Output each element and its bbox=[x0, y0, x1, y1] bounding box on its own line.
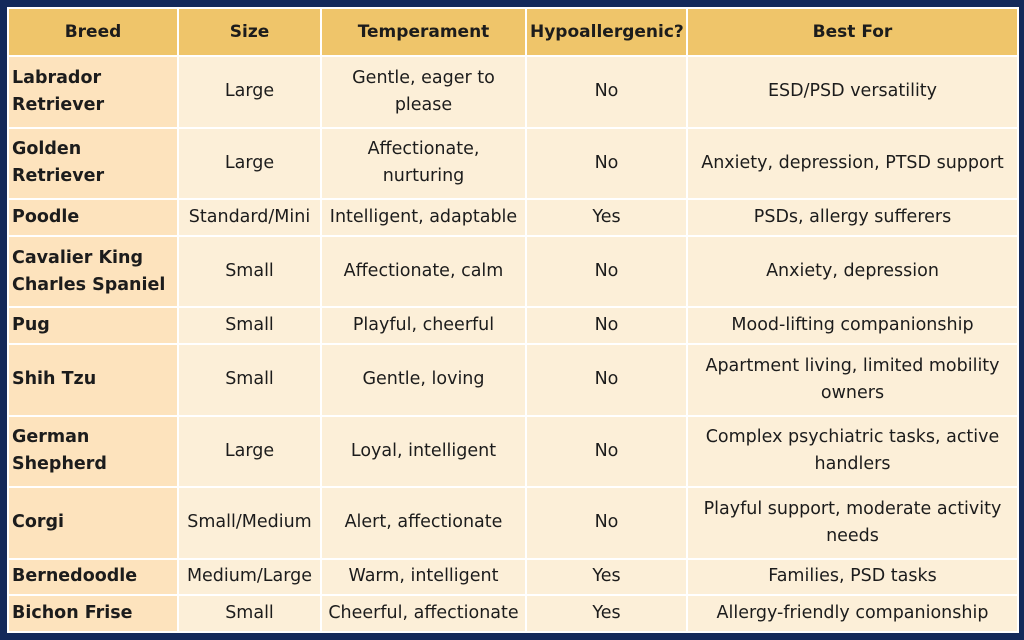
header-row: Breed Size Temperament Hypoallergenic? B… bbox=[9, 9, 1017, 55]
cell-hypoallergenic: Yes bbox=[527, 200, 686, 235]
table-frame: Breed Size Temperament Hypoallergenic? B… bbox=[7, 7, 1019, 633]
cell-temperament: Affectionate, nurturing bbox=[322, 128, 525, 198]
cell-temperament: Warm, intelligent bbox=[322, 559, 525, 595]
cell-hypoallergenic: Yes bbox=[527, 596, 686, 631]
cell-best-for: Anxiety, depression, PTSD support bbox=[688, 128, 1017, 198]
cell-temperament: Gentle, loving bbox=[322, 345, 525, 415]
cell-hypoallergenic: No bbox=[527, 488, 686, 558]
header-size: Size bbox=[179, 9, 320, 55]
cell-breed: Golden Retriever bbox=[9, 128, 177, 198]
cell-breed: Bichon Frise bbox=[9, 596, 177, 631]
cell-best-for: PSDs, allergy sufferers bbox=[688, 200, 1017, 235]
cell-size: Large bbox=[179, 128, 320, 198]
cell-size: Standard/Mini bbox=[179, 200, 320, 235]
table-row: Labrador Retriever Large Gentle, eager t… bbox=[9, 57, 1017, 127]
cell-temperament: Cheerful, affectionate bbox=[322, 596, 525, 631]
table-row: Pug Small Playful, cheerful No Mood-lift… bbox=[9, 308, 1017, 343]
cell-size: Small bbox=[179, 236, 320, 307]
cell-breed: Shih Tzu bbox=[9, 345, 177, 415]
cell-temperament: Alert, affectionate bbox=[322, 488, 525, 558]
cell-temperament: Gentle, eager to please bbox=[322, 57, 525, 127]
cell-best-for: Mood-lifting companionship bbox=[688, 308, 1017, 343]
cell-breed: Corgi bbox=[9, 488, 177, 558]
cell-best-for: Complex psychiatric tasks, active handle… bbox=[688, 416, 1017, 486]
cell-hypoallergenic: No bbox=[527, 416, 686, 486]
cell-size: Large bbox=[179, 57, 320, 127]
cell-hypoallergenic: No bbox=[527, 236, 686, 307]
header-breed: Breed bbox=[9, 9, 177, 55]
table-row: Cavalier King Charles Spaniel Small Affe… bbox=[9, 236, 1017, 307]
dog-breed-table: Breed Size Temperament Hypoallergenic? B… bbox=[7, 7, 1019, 633]
cell-best-for: Families, PSD tasks bbox=[688, 559, 1017, 595]
cell-hypoallergenic: No bbox=[527, 128, 686, 198]
cell-size: Small bbox=[179, 596, 320, 631]
cell-breed: Labrador Retriever bbox=[9, 57, 177, 127]
cell-best-for: Playful support, moderate activity needs bbox=[688, 488, 1017, 558]
cell-breed: Bernedoodle bbox=[9, 559, 177, 595]
cell-breed: Cavalier King Charles Spaniel bbox=[9, 236, 177, 307]
cell-hypoallergenic: Yes bbox=[527, 559, 686, 595]
table-row: Bichon Frise Small Cheerful, affectionat… bbox=[9, 596, 1017, 631]
cell-best-for: Apartment living, limited mobility owner… bbox=[688, 345, 1017, 415]
cell-temperament: Playful, cheerful bbox=[322, 308, 525, 343]
cell-best-for: Allergy-friendly companionship bbox=[688, 596, 1017, 631]
table-row: Corgi Small/Medium Alert, affectionate N… bbox=[9, 488, 1017, 558]
cell-hypoallergenic: No bbox=[527, 308, 686, 343]
cell-best-for: ESD/PSD versatility bbox=[688, 57, 1017, 127]
header-temperament: Temperament bbox=[322, 9, 525, 55]
cell-breed: German Shepherd bbox=[9, 416, 177, 486]
header-best-for: Best For bbox=[688, 9, 1017, 55]
header-hypoallergenic: Hypoallergenic? bbox=[527, 9, 686, 55]
table-row: Bernedoodle Medium/Large Warm, intellige… bbox=[9, 559, 1017, 595]
table-row: Poodle Standard/Mini Intelligent, adapta… bbox=[9, 200, 1017, 235]
cell-size: Small bbox=[179, 308, 320, 343]
cell-breed: Pug bbox=[9, 308, 177, 343]
table-row: Golden Retriever Large Affectionate, nur… bbox=[9, 128, 1017, 198]
cell-breed: Poodle bbox=[9, 200, 177, 235]
cell-best-for: Anxiety, depression bbox=[688, 236, 1017, 307]
cell-temperament: Affectionate, calm bbox=[322, 236, 525, 307]
cell-hypoallergenic: No bbox=[527, 345, 686, 415]
cell-size: Small bbox=[179, 345, 320, 415]
table-row: German Shepherd Large Loyal, intelligent… bbox=[9, 416, 1017, 486]
cell-size: Medium/Large bbox=[179, 559, 320, 595]
cell-temperament: Intelligent, adaptable bbox=[322, 200, 525, 235]
cell-temperament: Loyal, intelligent bbox=[322, 416, 525, 486]
table-row: Shih Tzu Small Gentle, loving No Apartme… bbox=[9, 345, 1017, 415]
cell-hypoallergenic: No bbox=[527, 57, 686, 127]
cell-size: Small/Medium bbox=[179, 488, 320, 558]
cell-size: Large bbox=[179, 416, 320, 486]
